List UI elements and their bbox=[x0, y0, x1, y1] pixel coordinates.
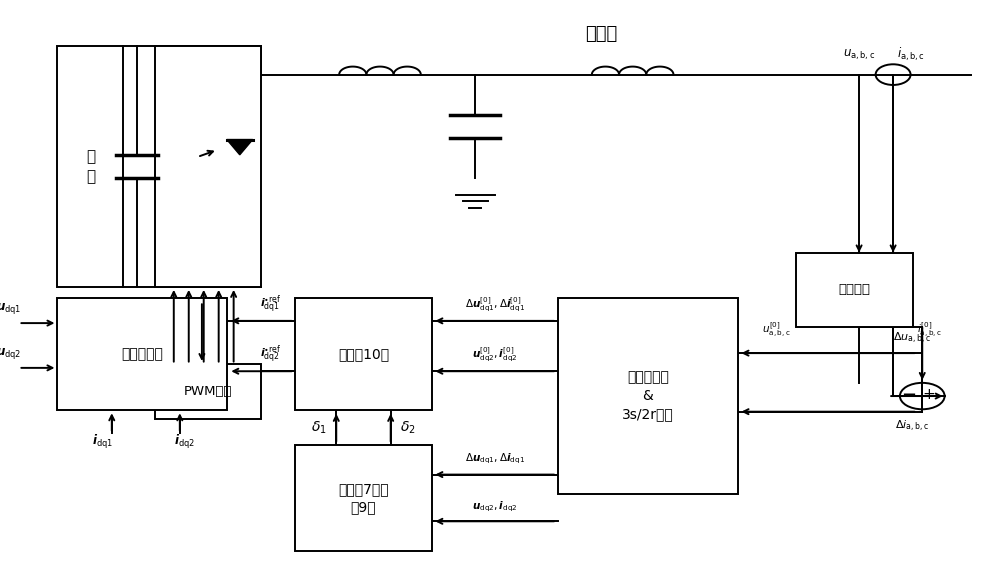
Text: 滤波器: 滤波器 bbox=[585, 25, 618, 44]
Bar bbox=[295, 445, 432, 551]
Text: $\boldsymbol{i}^{\bullet\mathrm{ref}}_{\mathrm{dq2}}$: $\boldsymbol{i}^{\bullet\mathrm{ref}}_{\… bbox=[260, 344, 282, 366]
Text: $\boldsymbol{i}_{\mathrm{dq1}}$: $\boldsymbol{i}_{\mathrm{dq1}}$ bbox=[92, 433, 113, 451]
Text: $i^{[0]}_{\mathrm{a,b,c}}$: $i^{[0]}_{\mathrm{a,b,c}}$ bbox=[917, 320, 942, 340]
Text: $\boldsymbol{i}^{\bullet\mathrm{ref}}_{\mathrm{dq1}}$: $\boldsymbol{i}^{\bullet\mathrm{ref}}_{\… bbox=[260, 294, 282, 316]
Text: $u_{\mathrm{a,b,c}}$: $u_{\mathrm{a,b,c}}$ bbox=[843, 47, 875, 62]
Text: $\Delta\boldsymbol{u}_{\mathrm{dq1}},\Delta\boldsymbol{i}_{\mathrm{dq1}}$: $\Delta\boldsymbol{u}_{\mathrm{dq1}},\De… bbox=[465, 451, 525, 466]
Text: $\Delta\boldsymbol{u}^{[0]}_{\mathrm{dq1}},\Delta\boldsymbol{i}^{[0]}_{\mathrm{d: $\Delta\boldsymbol{u}^{[0]}_{\mathrm{dq1… bbox=[465, 296, 525, 314]
Bar bbox=[57, 298, 227, 410]
Text: $\Delta u_{\mathrm{a,b,c}}$: $\Delta u_{\mathrm{a,b,c}}$ bbox=[893, 331, 932, 346]
Text: $\delta_2$: $\delta_2$ bbox=[400, 420, 416, 436]
Bar bbox=[558, 298, 738, 494]
Text: −: − bbox=[901, 386, 916, 404]
Bar bbox=[155, 46, 261, 287]
Text: $\boldsymbol{u}_{\mathrm{dq2}},\boldsymbol{i}_{\mathrm{dq2}}$: $\boldsymbol{u}_{\mathrm{dq2}},\boldsymb… bbox=[472, 500, 518, 514]
Text: $\delta_1$: $\delta_1$ bbox=[311, 420, 327, 436]
Text: PWM调制: PWM调制 bbox=[184, 385, 232, 398]
Text: 正负序分离
&
3s/2r转换: 正负序分离 & 3s/2r转换 bbox=[622, 371, 674, 421]
Text: $\boldsymbol{u}_{\mathrm{dq2}}$: $\boldsymbol{u}_{\mathrm{dq2}}$ bbox=[0, 346, 21, 361]
Bar bbox=[57, 46, 123, 287]
Text: 延时环节: 延时环节 bbox=[838, 284, 870, 296]
Text: 公式（10）: 公式（10） bbox=[338, 347, 389, 362]
Text: $\boldsymbol{u}^{[0]}_{\mathrm{dq2}},\boldsymbol{i}^{[0]}_{\mathrm{dq2}}$: $\boldsymbol{u}^{[0]}_{\mathrm{dq2}},\bo… bbox=[472, 346, 518, 364]
Bar bbox=[796, 253, 913, 327]
Text: +: + bbox=[923, 387, 935, 402]
Text: $\boldsymbol{u}_{\mathrm{dq1}}$: $\boldsymbol{u}_{\mathrm{dq1}}$ bbox=[0, 301, 21, 316]
Text: 公式（7）和
（9）: 公式（7）和 （9） bbox=[338, 482, 389, 514]
Bar bbox=[155, 364, 261, 419]
Bar bbox=[295, 298, 432, 410]
Text: 电流控制器: 电流控制器 bbox=[121, 347, 163, 362]
Text: $u^{[0]}_{\mathrm{a,b,c}}$: $u^{[0]}_{\mathrm{a,b,c}}$ bbox=[762, 320, 791, 340]
Text: 电
源: 电 源 bbox=[86, 149, 95, 184]
Polygon shape bbox=[227, 139, 253, 155]
Text: $i_{\mathrm{a,b,c}}$: $i_{\mathrm{a,b,c}}$ bbox=[897, 46, 925, 63]
Text: $\boldsymbol{i}_{\mathrm{dq2}}$: $\boldsymbol{i}_{\mathrm{dq2}}$ bbox=[174, 433, 195, 451]
Text: $\Delta i_{\mathrm{a,b,c}}$: $\Delta i_{\mathrm{a,b,c}}$ bbox=[895, 418, 930, 433]
